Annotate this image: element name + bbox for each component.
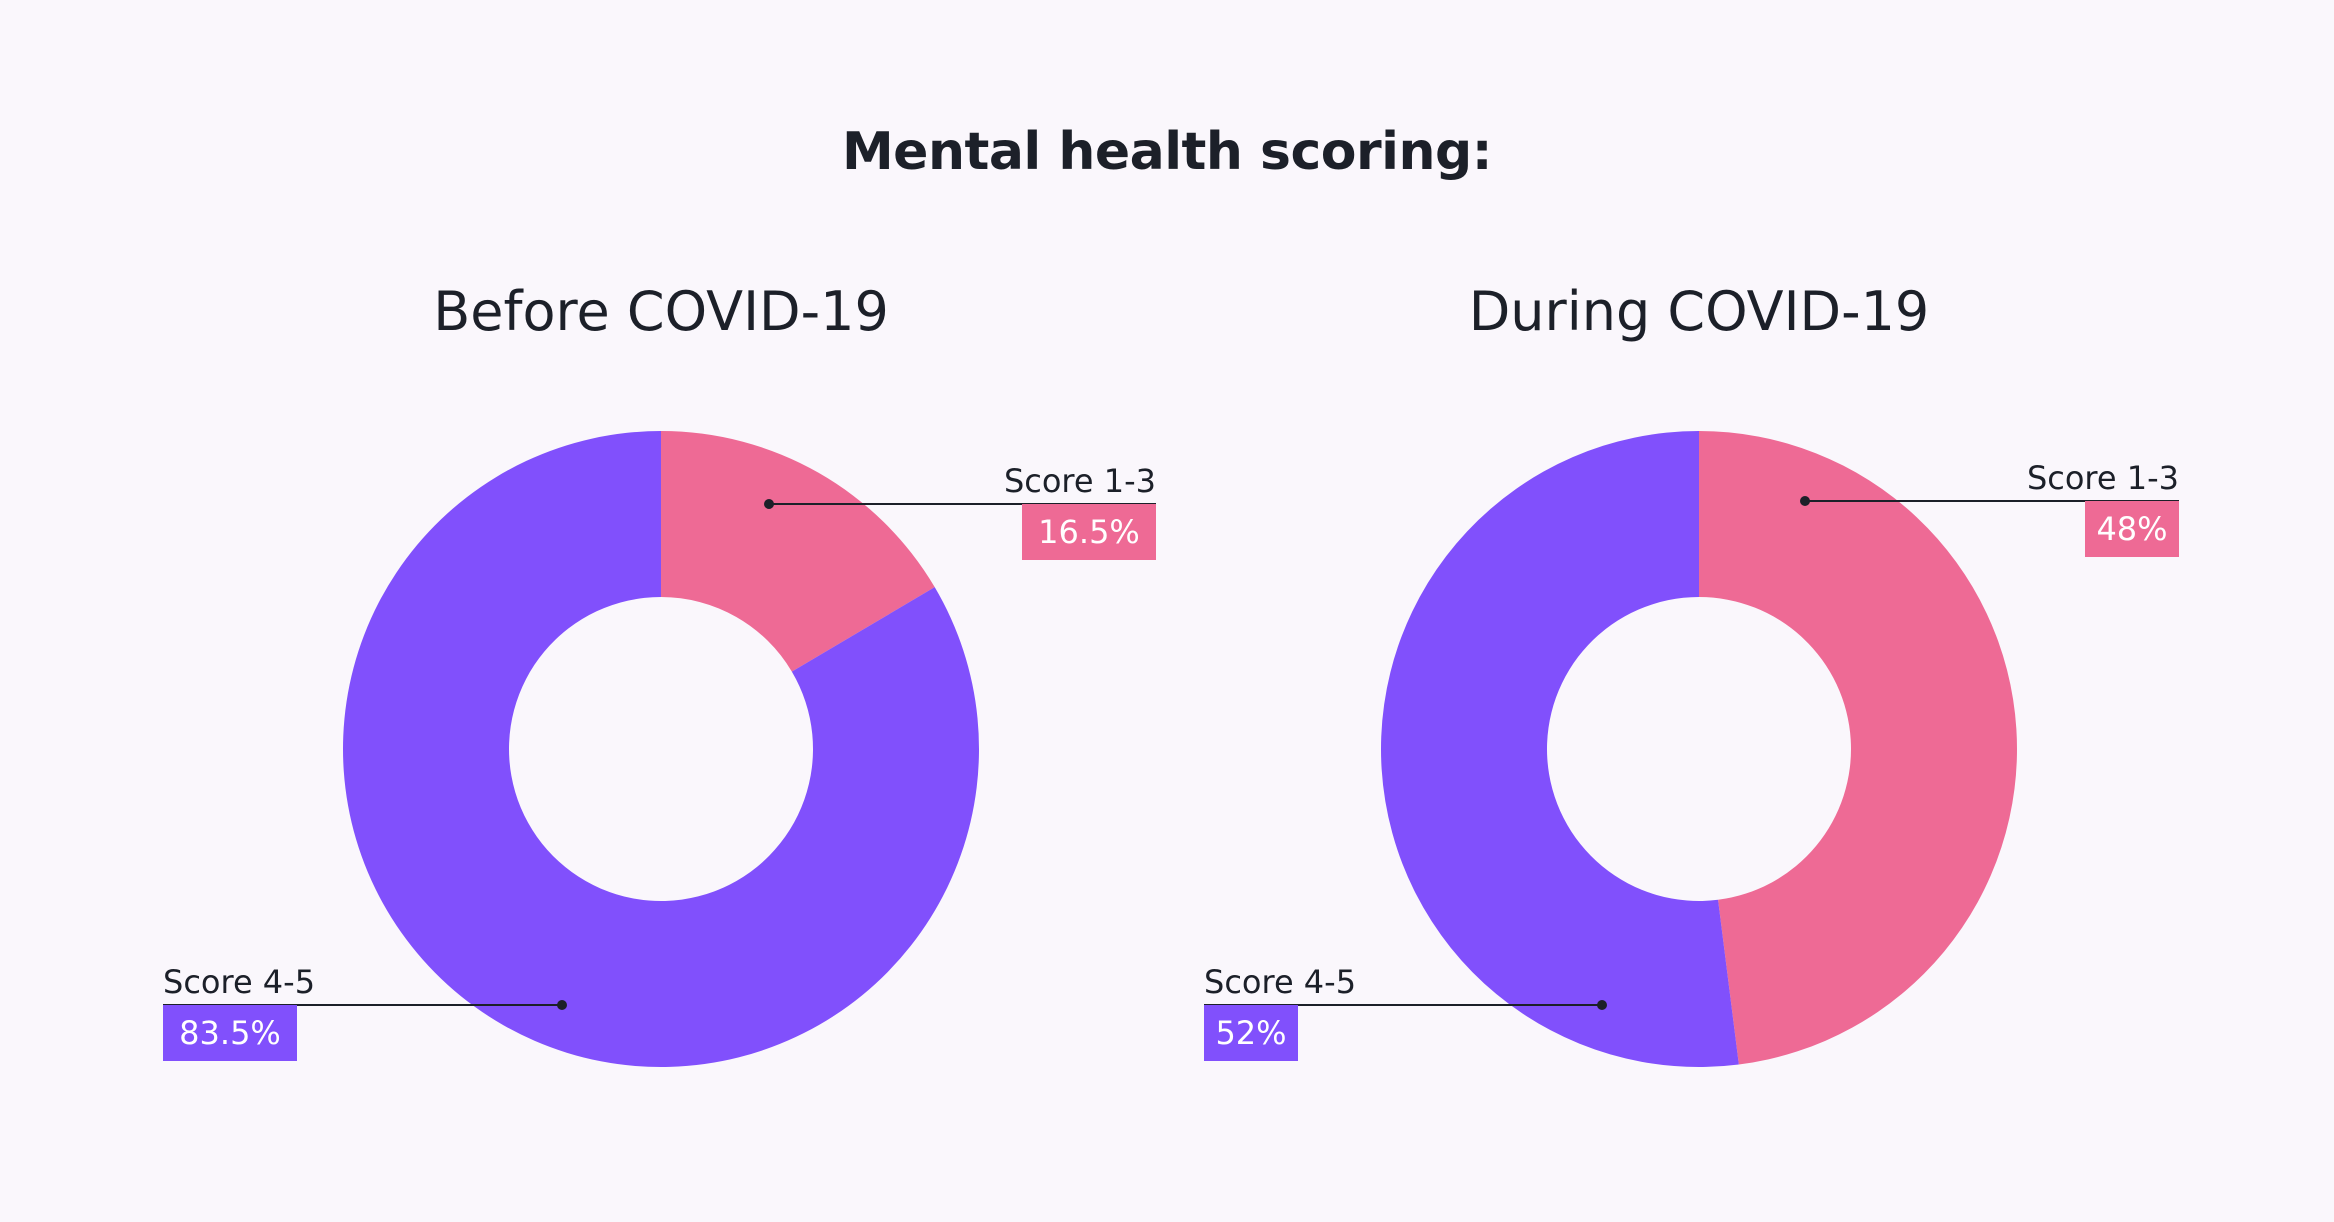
chart-title: Before COVID-19: [433, 280, 889, 343]
leader-dot: [557, 1000, 567, 1010]
donut-chart-1: Before COVID-19 Score 1-3 16.5% Score 4-5 83…: [163, 280, 1156, 1067]
donut-chart-2: During COVID-19 Score 1-3 48% Score 4-5 52%: [1204, 280, 2179, 1067]
value-badge: [1022, 504, 1156, 560]
value-badge: [2085, 501, 2179, 557]
value-label: 48%: [2096, 510, 2167, 548]
donut-slice-score-4-5: [1380, 431, 1739, 1067]
slice-label: Score 4-5: [163, 963, 315, 1001]
leader-dot: [1800, 496, 1810, 506]
value-label: 83.5%: [179, 1014, 281, 1052]
main-title: Mental health scoring:: [841, 122, 1493, 182]
value-badge: [163, 1005, 297, 1061]
value-label: 16.5%: [1038, 513, 1140, 551]
slice-label: Score 1-3: [2027, 459, 2179, 497]
leader-dot: [1597, 1000, 1607, 1010]
chart-title: During COVID-19: [1469, 280, 1930, 343]
leader-dot: [764, 499, 774, 509]
donut-slice-score-1-3: [1699, 431, 2017, 1065]
slice-label: Score 4-5: [1204, 963, 1356, 1001]
value-badge: [1204, 1005, 1298, 1061]
donut-slice-score-4-5: [342, 430, 979, 1067]
value-label: 52%: [1215, 1014, 1286, 1052]
slice-label: Score 1-3: [1004, 462, 1156, 500]
donut-slice-score-1-3: [661, 431, 935, 672]
